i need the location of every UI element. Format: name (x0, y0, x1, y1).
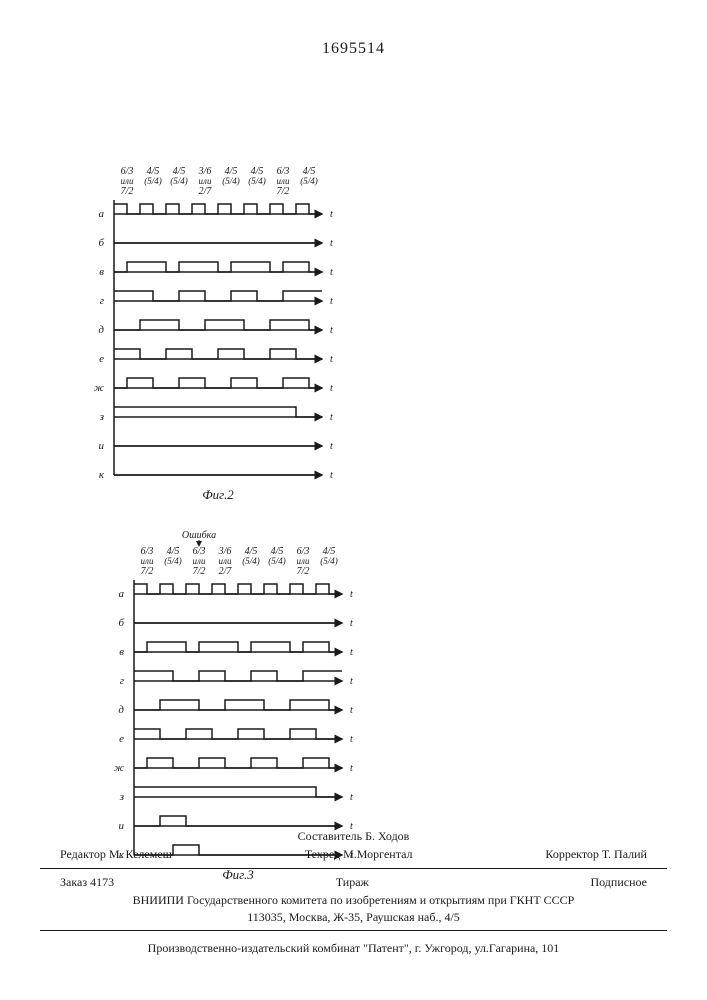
corrector-name: Т. Палий (602, 847, 647, 861)
svg-text:t: t (350, 705, 353, 716)
svg-text:2/7: 2/7 (219, 566, 233, 577)
divider (40, 930, 667, 931)
order-label: Заказ (60, 875, 87, 889)
svg-text:t: t (330, 267, 333, 278)
svg-text:t: t (330, 354, 333, 365)
order-row: Заказ 4173 Тираж Подписное (40, 873, 667, 892)
svg-text:или: или (141, 556, 154, 566)
svg-text:t: t (350, 647, 353, 658)
svg-text:7/2: 7/2 (193, 566, 206, 577)
compiler-label: Составитель (298, 829, 362, 843)
svg-text:t: t (330, 325, 333, 336)
svg-text:2/7: 2/7 (199, 186, 213, 197)
svg-text:з: з (119, 791, 124, 803)
order-cell: Заказ 4173 (60, 875, 114, 890)
techred-label: Техред (305, 847, 340, 861)
svg-text:t: t (330, 383, 333, 394)
page: 1695514 6/3или7/24/5(5/4)4/5(5/4)3/6или2… (0, 0, 707, 1000)
svg-text:д: д (98, 324, 104, 336)
svg-text:ж: ж (114, 762, 125, 774)
credits-row: Редактор М. Келемеш Техред М.Моргентал К… (40, 845, 667, 864)
corrector-cell: Корректор Т. Палий (545, 847, 647, 862)
svg-text:(5/4): (5/4) (300, 176, 318, 186)
svg-text:(5/4): (5/4) (242, 556, 260, 566)
circulation-label: Тираж (336, 875, 369, 890)
subscription-label: Подписное (590, 875, 647, 890)
compiler-name: Б. Ходов (365, 829, 409, 843)
svg-text:е: е (99, 353, 104, 365)
svg-text:t: t (330, 441, 333, 452)
figure-2: 6/3или7/24/5(5/4)4/5(5/4)3/6или2/74/5(5/… (90, 150, 350, 530)
svg-text:(5/4): (5/4) (170, 176, 188, 186)
svg-text:Ошибка: Ошибка (182, 530, 216, 541)
svg-text:(5/4): (5/4) (222, 176, 240, 186)
svg-text:t: t (350, 676, 353, 687)
svg-text:7/2: 7/2 (277, 186, 290, 197)
publisher-line-2: 113035, Москва, Ж-35, Раушская наб., 4/5 (40, 909, 667, 926)
editor-label: Редактор (60, 847, 106, 861)
svg-text:г: г (120, 675, 125, 687)
svg-text:г: г (100, 295, 105, 307)
svg-text:или: или (277, 176, 290, 186)
svg-text:или: или (193, 556, 206, 566)
svg-text:(5/4): (5/4) (268, 556, 286, 566)
svg-text:t: t (330, 470, 333, 481)
order-number: 4173 (90, 875, 114, 889)
svg-text:а: а (99, 208, 105, 220)
svg-text:7/2: 7/2 (121, 186, 134, 197)
svg-text:и: и (99, 440, 105, 452)
diagrams-container: 6/3или7/24/5(5/4)4/5(5/4)3/6или2/74/5(5/… (90, 150, 630, 910)
svg-text:или: или (199, 176, 212, 186)
publisher-line-1: ВНИИПИ Государственного комитета по изоб… (40, 892, 667, 909)
svg-text:или: или (121, 176, 134, 186)
svg-text:t: t (350, 589, 353, 600)
svg-text:Фиг.2: Фиг.2 (202, 487, 234, 502)
svg-text:t: t (350, 618, 353, 629)
svg-text:или: или (219, 556, 232, 566)
svg-text:з: з (99, 411, 104, 423)
svg-text:е: е (119, 733, 124, 745)
techred-cell: Техред М.Моргентал (305, 847, 413, 862)
svg-text:ж: ж (94, 382, 105, 394)
svg-text:t: t (330, 238, 333, 249)
svg-text:(5/4): (5/4) (320, 556, 338, 566)
svg-text:б: б (98, 237, 104, 249)
svg-text:t: t (350, 734, 353, 745)
svg-text:t: t (350, 763, 353, 774)
document-number: 1695514 (0, 40, 707, 58)
footer: Составитель Б. Ходов Редактор М. Келемеш… (40, 828, 667, 957)
svg-text:д: д (118, 704, 124, 716)
svg-text:в: в (119, 646, 124, 658)
svg-text:7/2: 7/2 (297, 566, 310, 577)
svg-text:(5/4): (5/4) (248, 176, 266, 186)
techred-name: М.Моргентал (343, 847, 412, 861)
svg-text:(5/4): (5/4) (164, 556, 182, 566)
printing-line: Производственно-издательский комбинат "П… (40, 935, 667, 957)
editor-name: М. Келемеш (109, 847, 172, 861)
svg-text:а: а (119, 588, 125, 600)
svg-text:(5/4): (5/4) (144, 176, 162, 186)
divider (40, 868, 667, 869)
svg-text:к: к (99, 469, 105, 481)
svg-text:t: t (330, 412, 333, 423)
svg-text:t: t (330, 296, 333, 307)
svg-text:в: в (99, 266, 104, 278)
editor-cell: Редактор М. Келемеш (60, 847, 172, 862)
svg-text:t: t (330, 209, 333, 220)
svg-text:7/2: 7/2 (141, 566, 154, 577)
svg-text:t: t (350, 792, 353, 803)
corrector-label: Корректор (545, 847, 599, 861)
svg-text:или: или (297, 556, 310, 566)
compiler-row: Составитель Б. Ходов (40, 828, 667, 845)
svg-text:б: б (118, 617, 124, 629)
